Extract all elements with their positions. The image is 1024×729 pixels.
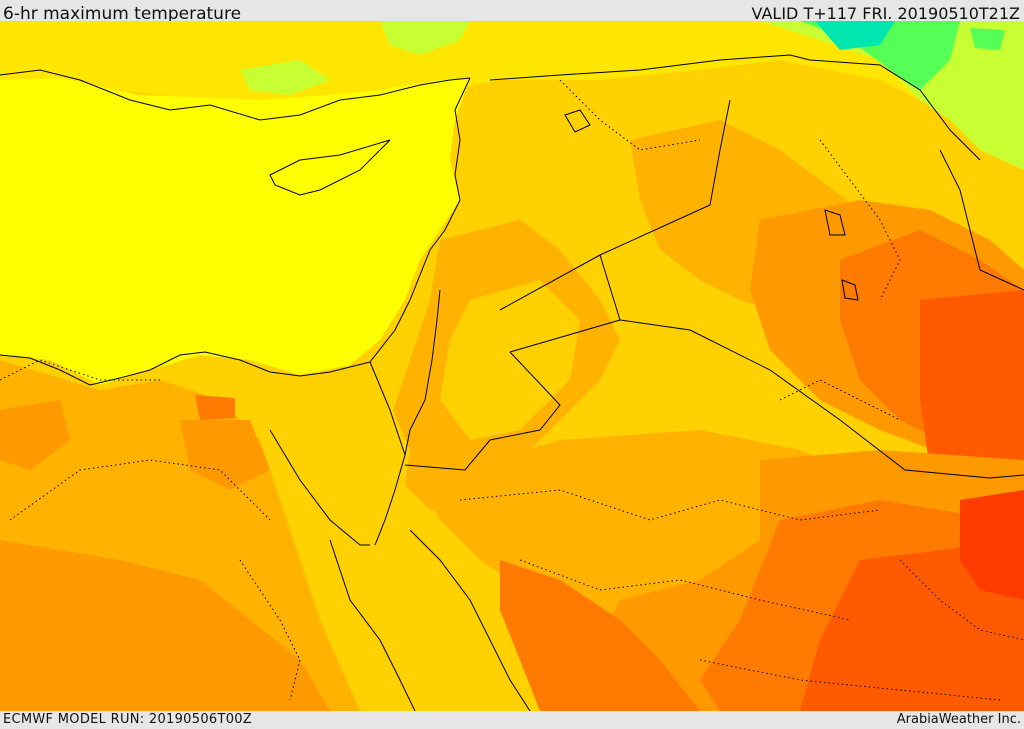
temp-region-nile-spot	[195, 395, 235, 420]
temp-region-egypt-dark-2	[180, 420, 270, 490]
temp-region-saudi-hotter	[960, 490, 1024, 600]
temp-region-redsea-coast	[500, 560, 700, 711]
mediterranean-sea	[0, 78, 470, 385]
credit-label: ArabiaWeather Inc.	[896, 712, 1021, 727]
temp-region-green-3	[760, 21, 1024, 170]
borders	[0, 54, 1024, 711]
temp-region-green-2	[240, 60, 330, 95]
temp-region-egypt-dark	[0, 540, 330, 711]
map-title: 6-hr maximum temperature	[3, 4, 242, 24]
temp-region-east-egypt	[370, 560, 480, 711]
temp-region-north-yellow	[0, 21, 1024, 120]
map-header: 6-hr maximum temperature VALID T+117 FRI…	[0, 0, 1024, 24]
jordan-saudi-border	[404, 351, 561, 471]
lake-razzaza	[841, 279, 859, 301]
temperature-map[interactable]	[0, 21, 1024, 711]
temp-region-sinai-light	[280, 380, 410, 540]
lake-tharthar	[824, 209, 846, 236]
temp-region-green-1	[380, 21, 470, 55]
lake-assad	[564, 109, 591, 133]
saudi-iraq-border	[619, 319, 1024, 479]
jordan-river	[404, 289, 441, 456]
gulf-of-suez	[269, 429, 370, 546]
egypt-israel-border	[369, 361, 406, 456]
map-footer: ECMWF MODEL RUN: 20190506T00Z ArabiaWeat…	[0, 711, 1024, 729]
temp-region-green-4	[800, 21, 960, 90]
syria-border	[489, 54, 811, 81]
temp-region-jordan-light	[440, 280, 580, 440]
turkey-coast	[0, 69, 471, 121]
model-run-label: ECMWF MODEL RUN: 20190506T00Z	[3, 712, 253, 727]
temp-region-saudi-hot	[800, 540, 1024, 711]
temp-region-green-5	[970, 28, 1005, 50]
egypt-coast	[0, 351, 371, 386]
temp-region-cyan	[815, 21, 895, 50]
cyprus-coast	[269, 139, 391, 196]
syria-iraq-border	[499, 99, 731, 311]
red-sea-east	[409, 529, 531, 711]
gulf-of-aqaba	[374, 454, 406, 546]
temp-region-egypt-spot	[0, 400, 70, 470]
valid-time-label: VALID T+117 FRI. 20190510T21Z	[751, 4, 1020, 23]
dotted-boundaries	[0, 79, 1024, 701]
temperature-map-svg	[0, 21, 1024, 711]
levant-coast	[369, 77, 471, 363]
gulf-coast	[939, 149, 1024, 291]
iran-border	[809, 59, 981, 161]
red-sea-west	[329, 539, 416, 711]
